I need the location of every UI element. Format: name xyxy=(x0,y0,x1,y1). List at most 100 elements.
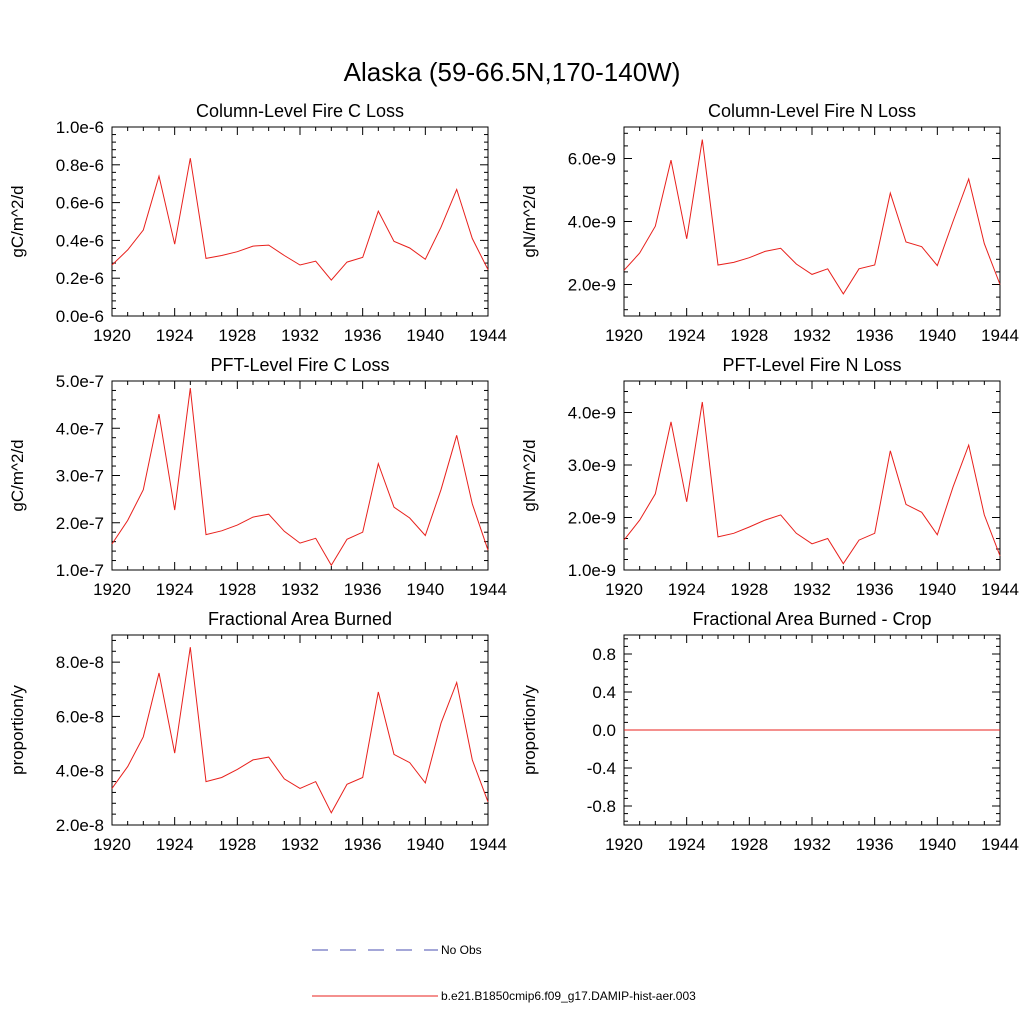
y-axis-label: gC/m^2/d xyxy=(8,185,27,257)
x-tick-label: 1920 xyxy=(93,580,131,599)
y-tick-label: 0.2e-6 xyxy=(56,269,104,288)
panel-title: PFT-Level Fire C Loss xyxy=(210,355,389,375)
y-tick-label: 8.0e-8 xyxy=(56,653,104,672)
x-tick-label: 1924 xyxy=(156,580,194,599)
x-tick-label: 1936 xyxy=(344,326,382,345)
y-tick-label: 4.0e-9 xyxy=(568,213,616,232)
panel-title: Column-Level Fire C Loss xyxy=(196,101,404,121)
panel-2: Column-Level Fire N Loss gN/m^2/d 1920 1924… xyxy=(520,101,1019,345)
x-tick-label: 1932 xyxy=(793,580,831,599)
x-tick-label: 1940 xyxy=(918,326,956,345)
series-line xyxy=(111,647,489,814)
x-tick-label: 1928 xyxy=(218,580,256,599)
x-tick-label: 1924 xyxy=(156,835,194,854)
y-axis-label: gN/m^2/d xyxy=(520,439,539,511)
x-tick-label: 1924 xyxy=(668,326,706,345)
x-tick-label: 1936 xyxy=(344,580,382,599)
y-tick-label: 0.0e-6 xyxy=(56,307,104,326)
x-tick-label: 1940 xyxy=(406,326,444,345)
y-axis-label: proportion/y xyxy=(520,685,539,775)
y-axis-label: gC/m^2/d xyxy=(8,439,27,511)
x-tick-label: 1928 xyxy=(218,835,256,854)
y-tick-label: 2.0e-8 xyxy=(56,816,104,835)
x-tick-label: 1932 xyxy=(793,326,831,345)
panel-title: Fractional Area Burned - Crop xyxy=(692,609,931,629)
y-tick-label: 1.0e-9 xyxy=(568,561,616,580)
panel-3: PFT-Level Fire C Loss gC/m^2/d 1920 1924 192… xyxy=(8,355,507,599)
y-tick-label: 2.0e-7 xyxy=(56,514,104,533)
y-tick-label: 0.8 xyxy=(592,645,616,664)
x-tick-label: 1940 xyxy=(918,580,956,599)
plot-frame xyxy=(623,126,1001,317)
x-tick-label: 1944 xyxy=(469,580,507,599)
y-tick-label: 1.0e-7 xyxy=(56,561,104,580)
y-tick-label: 6.0e-9 xyxy=(568,150,616,169)
panel-5: Fractional Area Burned proportion/y 1920 19… xyxy=(8,609,507,854)
y-tick-label: 1.0e-6 xyxy=(56,118,104,137)
x-tick-label: 1940 xyxy=(406,835,444,854)
x-tick-label: 1936 xyxy=(344,835,382,854)
y-tick-label: 2.0e-9 xyxy=(568,509,616,528)
x-tick-label: 1940 xyxy=(918,835,956,854)
figure-title: Alaska (59-66.5N,170-140W) xyxy=(344,57,681,87)
x-tick-label: 1932 xyxy=(281,835,319,854)
y-tick-label: 4.0e-7 xyxy=(56,419,104,438)
panel-title: Column-Level Fire N Loss xyxy=(708,101,916,121)
plot-frame xyxy=(623,380,1001,571)
x-tick-label: 1944 xyxy=(469,835,507,854)
y-tick-label: 0.4 xyxy=(592,683,616,702)
series-line xyxy=(111,388,489,567)
x-tick-label: 1920 xyxy=(93,835,131,854)
series-line xyxy=(623,401,1001,565)
panels: Column-Level Fire C Loss gC/m^2/d 1920 1924… xyxy=(8,101,1019,854)
x-tick-label: 1924 xyxy=(156,326,194,345)
panel-1: Column-Level Fire C Loss gC/m^2/d 1920 1924… xyxy=(8,101,507,345)
y-tick-label: 0.6e-6 xyxy=(56,194,104,213)
panel-title: PFT-Level Fire N Loss xyxy=(722,355,901,375)
y-tick-label: 5.0e-7 xyxy=(56,372,104,391)
y-tick-label: -0.8 xyxy=(587,797,616,816)
plot-frame xyxy=(111,126,489,317)
x-tick-label: 1932 xyxy=(281,580,319,599)
x-tick-label: 1928 xyxy=(730,580,768,599)
legend: No Obs b.e21.B1850cmip6.f09_g17.DAMIP-hi… xyxy=(312,943,696,1003)
y-tick-label: 0.4e-6 xyxy=(56,231,104,250)
x-tick-label: 1936 xyxy=(856,835,894,854)
x-tick-label: 1924 xyxy=(668,580,706,599)
series-line xyxy=(623,139,1001,295)
y-tick-label: 2.0e-9 xyxy=(568,276,616,295)
x-tick-label: 1932 xyxy=(793,835,831,854)
x-tick-label: 1944 xyxy=(469,326,507,345)
y-tick-label: 0.8e-6 xyxy=(56,156,104,175)
x-tick-label: 1944 xyxy=(981,326,1019,345)
x-tick-label: 1944 xyxy=(981,835,1019,854)
x-tick-label: 1920 xyxy=(605,835,643,854)
y-tick-label: 3.0e-9 xyxy=(568,456,616,475)
x-tick-label: 1936 xyxy=(856,580,894,599)
x-tick-label: 1924 xyxy=(668,835,706,854)
legend-obs-label: No Obs xyxy=(441,943,482,957)
y-tick-label: -0.4 xyxy=(587,759,616,778)
plot-frame xyxy=(111,380,489,571)
panel-4: PFT-Level Fire N Loss gN/m^2/d 1920 1924 192… xyxy=(520,355,1019,599)
x-tick-label: 1940 xyxy=(406,580,444,599)
y-tick-label: 3.0e-7 xyxy=(56,467,104,486)
panel-title: Fractional Area Burned xyxy=(208,609,392,629)
y-tick-label: 4.0e-8 xyxy=(56,762,104,781)
y-tick-label: 6.0e-8 xyxy=(56,707,104,726)
series-line xyxy=(111,158,489,281)
x-tick-label: 1920 xyxy=(605,326,643,345)
x-tick-label: 1928 xyxy=(730,835,768,854)
panel-6: Fractional Area Burned - Crop proportion/… xyxy=(520,609,1019,854)
legend-model-label: b.e21.B1850cmip6.f09_g17.DAMIP-hist-aer.… xyxy=(441,989,696,1003)
x-tick-label: 1932 xyxy=(281,326,319,345)
x-tick-label: 1928 xyxy=(218,326,256,345)
y-axis-label: gN/m^2/d xyxy=(520,185,539,257)
x-tick-label: 1920 xyxy=(605,580,643,599)
y-tick-label: 0.0 xyxy=(592,721,616,740)
x-tick-label: 1928 xyxy=(730,326,768,345)
y-tick-label: 4.0e-9 xyxy=(568,404,616,423)
x-tick-label: 1944 xyxy=(981,580,1019,599)
x-tick-label: 1936 xyxy=(856,326,894,345)
